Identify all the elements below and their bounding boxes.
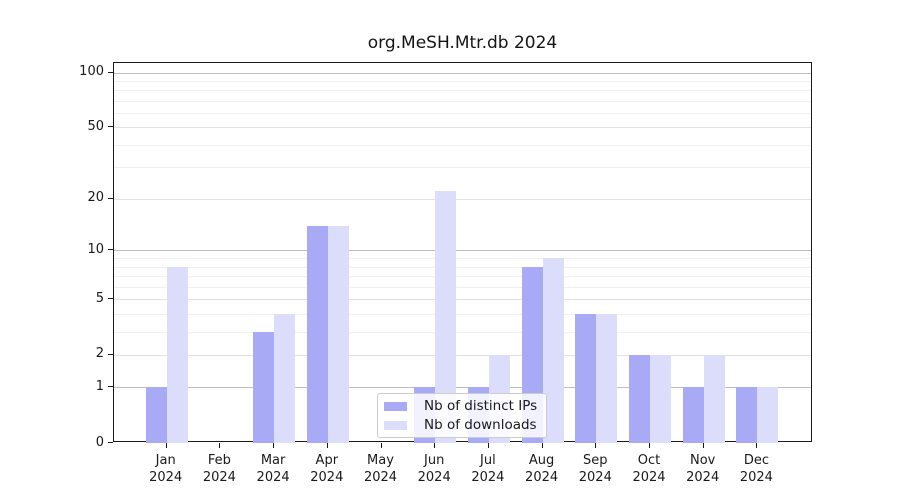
x-tick-mark (434, 443, 436, 448)
x-tick-label: May 2024 (363, 453, 398, 485)
bar-distinct-ips (253, 331, 275, 443)
x-tick-mark (326, 443, 328, 448)
x-tick-label: Sep 2024 (578, 453, 612, 485)
gridline (114, 198, 811, 200)
x-tick-label: Jan 2024 (149, 453, 183, 485)
legend-label: Nb of distinct IPs (424, 398, 538, 414)
gridline-minor (114, 144, 811, 146)
x-tick-label: Dec 2024 (739, 453, 773, 485)
gridline-minor (114, 112, 811, 114)
y-tick-label: 5 (95, 290, 104, 306)
gridline-minor (114, 258, 811, 260)
bar-distinct-ips (575, 313, 597, 443)
gridline-minor (114, 276, 811, 278)
x-tick-label: Oct 2024 (632, 453, 666, 485)
bar-distinct-ips (736, 387, 758, 443)
x-tick-mark (380, 443, 382, 448)
plot-area (113, 62, 812, 443)
x-tick-mark (487, 443, 489, 448)
y-tick-mark (108, 197, 113, 199)
legend-item-downloads: Nb of downloads (378, 416, 546, 434)
bar-distinct-ips (145, 387, 167, 443)
bar-downloads (274, 313, 296, 443)
legend-swatch-downloads (384, 421, 407, 430)
y-tick-mark (108, 249, 113, 251)
x-tick-mark (595, 443, 597, 448)
legend-label: Nb of downloads (424, 417, 537, 433)
y-tick-mark (108, 71, 113, 73)
legend-swatch-distinct-ips (384, 402, 407, 411)
x-tick-mark (541, 443, 543, 448)
gridline-minor (114, 90, 811, 92)
gridline-minor (114, 100, 811, 102)
y-tick-mark (108, 442, 113, 443)
y-tick-mark (108, 386, 113, 388)
x-tick-mark (273, 443, 275, 448)
bar-downloads (435, 191, 457, 443)
gridline-minor (114, 313, 811, 315)
bar-downloads (596, 313, 618, 443)
legend: Nb of distinct IPs Nb of downloads (377, 393, 547, 438)
bar-distinct-ips (306, 225, 328, 443)
x-tick-mark (649, 443, 650, 448)
x-tick-label: Nov 2024 (686, 453, 720, 485)
bar-downloads (757, 387, 779, 443)
legend-item-distinct-ips: Nb of distinct IPs (378, 397, 546, 415)
gridline (114, 354, 811, 356)
bar-distinct-ips (629, 354, 650, 443)
bar-downloads (703, 354, 725, 443)
y-tick-label: 1 (95, 378, 104, 394)
x-tick-mark (219, 443, 221, 448)
gridline-minor (114, 266, 811, 268)
bar-downloads (166, 266, 188, 443)
x-tick-label: Jun 2024 (417, 453, 451, 485)
y-tick-label: 10 (87, 241, 104, 257)
x-tick-label: Jul 2024 (471, 453, 505, 485)
x-tick-mark (756, 443, 758, 448)
x-tick-label: Feb 2024 (202, 453, 236, 485)
gridline (114, 250, 811, 252)
bar-downloads (327, 225, 349, 443)
gridline (114, 127, 811, 129)
gridline (114, 299, 811, 301)
bar-downloads (650, 354, 671, 443)
y-tick-label: 100 (79, 64, 104, 79)
x-tick-mark (702, 443, 704, 448)
y-tick-mark (108, 353, 113, 355)
gridline-minor (114, 80, 811, 82)
y-tick-mark (108, 298, 113, 300)
y-tick-label: 2 (95, 346, 104, 362)
bar-downloads (542, 258, 564, 443)
bar-distinct-ips (682, 387, 704, 443)
gridline (114, 72, 811, 74)
chart-title: org.MeSH.Mtr.db 2024 (367, 33, 558, 53)
y-tick-mark (108, 126, 113, 128)
x-tick-label: Apr 2024 (310, 453, 344, 485)
x-tick-label: Aug 2024 (525, 453, 559, 485)
y-tick-label: 0 (95, 434, 104, 450)
gridline-minor (114, 286, 811, 288)
gridline (114, 387, 811, 389)
y-tick-label: 50 (87, 118, 104, 134)
y-tick-label: 20 (87, 190, 104, 206)
gridline-minor (114, 167, 811, 169)
x-tick-mark (165, 443, 167, 448)
x-tick-label: Mar 2024 (256, 453, 290, 485)
gridline-minor (114, 331, 811, 333)
